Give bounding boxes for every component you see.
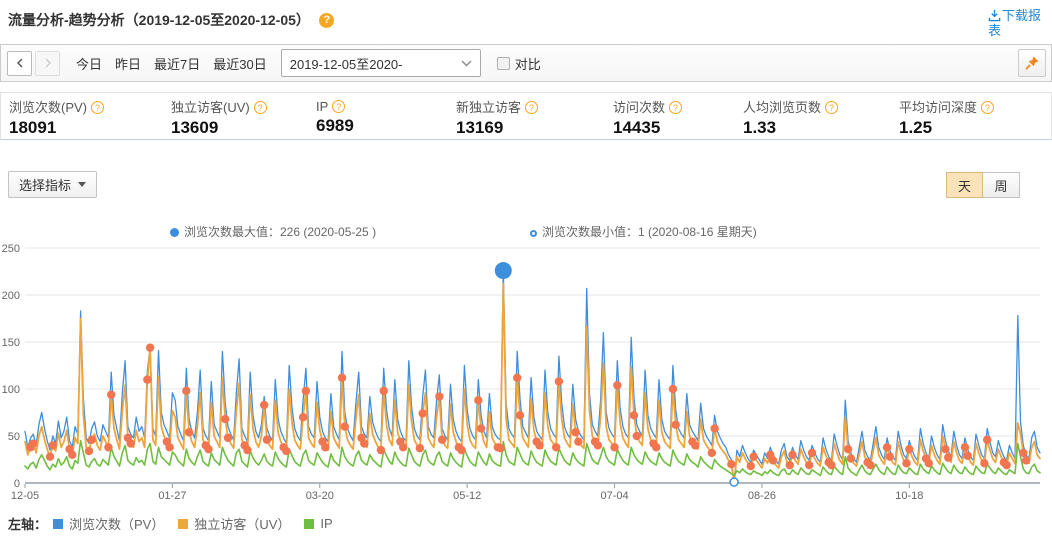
metric-visits: 访问次数? 14435 [613,95,743,138]
help-icon[interactable]: ? [981,100,995,114]
trend-chart-canvas[interactable]: 0 50 100 150 200 250 12-05 01-27 03-20 05-12 07-04… [0,238,1052,506]
max-point-icon [170,228,179,237]
toggle-day[interactable]: 天 [946,172,983,198]
metric-pv-label: 浏览次数(PV) [9,99,88,115]
metric-avg-depth: 平均访问深度? 1.25 [899,95,1049,138]
quick-range-7days[interactable]: 最近7日 [154,56,201,72]
pushpin-icon [1025,56,1039,70]
metric-visits-value: 14435 [613,117,661,137]
legend-label-pv[interactable]: 浏览次数（PV） [69,517,165,532]
metric-uv-label: 独立访客(UV) [171,99,250,115]
svg-text:12-05: 12-05 [11,490,39,502]
date-toolbar: 今日 昨日 最近7日 最近30日 2019-12-05至2020- 对比 [0,44,1052,82]
quick-range-yesterday[interactable]: 昨日 [115,56,142,72]
metric-pages-per-visitor-value: 1.33 [743,117,777,137]
min-point-icon [530,230,537,237]
metric-pages-per-visitor: 人均浏览页数? 1.33 [743,95,899,138]
trend-chart: 0 50 100 150 200 250 12-05 01-27 03-20 05-12 07-04… [0,238,1052,506]
granularity-toggle: 天 周 [946,172,1020,198]
min-annotation: 浏览次数最小值：1 (2020-08-16 星期天) [530,223,757,240]
metric-uv-value: 13609 [171,117,219,137]
page-title: 流量分析-趋势分析（2019-12-05至2020-12-05） [8,12,310,28]
svg-text:05-12: 05-12 [453,490,481,502]
caret-down-icon [78,182,87,187]
select-metrics-label: 选择指标 [19,178,72,193]
metric-ip: IP? 6989 [316,97,456,136]
left-axis-label: 左轴： [8,517,48,532]
select-metrics-button[interactable]: 选择指标 [8,171,98,198]
metric-avg-depth-label: 平均访问深度 [899,99,978,115]
metric-visits-label: 访问次数 [613,99,666,115]
chevron-left-icon [16,58,22,68]
metric-avg-depth-value: 1.25 [899,117,933,137]
download-report-link[interactable]: 下载报表 [988,8,1050,38]
chart-legend: 左轴： 浏览次数（PV） 独立访客（UV） IP [8,514,333,533]
metric-new-uv: 新独立访客? 13169 [456,95,613,138]
metric-pv: 浏览次数(PV)? 18091 [9,95,171,138]
max-annotation-text: 浏览次数最大值：226 (2020-05-25 ) [184,225,377,239]
legend-label-uv[interactable]: 独立访客（UV） [194,517,291,532]
help-icon[interactable]: ? [525,100,539,114]
compare-control: 对比 [496,54,541,73]
help-icon[interactable]: ? [669,100,683,114]
quick-range-today[interactable]: 今日 [76,56,103,72]
svg-text:100: 100 [2,384,20,396]
svg-text:08-26: 08-26 [748,490,776,502]
help-icon[interactable]: ? [825,100,839,114]
prev-range-button[interactable] [7,50,32,76]
chevron-right-icon [45,58,51,68]
pin-button[interactable] [1018,49,1046,77]
legend-swatch-pv [53,518,64,529]
legend-swatch-uv [178,518,189,529]
svg-text:07-04: 07-04 [600,490,628,502]
svg-text:150: 150 [2,337,20,349]
help-icon[interactable]: ? [91,100,105,114]
compare-checkbox[interactable] [496,56,510,70]
metrics-summary-bar: 浏览次数(PV)? 18091 独立访客(UV)? 13609 IP? 6989… [0,92,1052,140]
metric-uv: 独立访客(UV)? 13609 [171,95,316,138]
legend-label-ip[interactable]: IP [320,516,333,531]
svg-text:200: 200 [2,290,20,302]
metric-pages-per-visitor-label: 人均浏览页数 [743,99,822,115]
metric-new-uv-label: 新独立访客 [456,99,522,115]
download-icon [988,9,1001,22]
legend-swatch-ip [304,518,315,529]
next-range-button[interactable] [35,50,60,76]
max-annotation: 浏览次数最大值：226 (2020-05-25 ) [170,223,376,240]
metric-ip-value: 6989 [316,115,354,135]
title-row: 流量分析-趋势分析（2019-12-05至2020-12-05） ? [8,10,1052,36]
toggle-week[interactable]: 周 [983,172,1020,198]
metric-pv-value: 18091 [9,117,57,137]
chevron-down-icon [461,60,472,66]
svg-text:250: 250 [2,243,20,255]
svg-text:03-20: 03-20 [306,490,334,502]
metric-new-uv-value: 13169 [456,117,504,137]
quick-range-30days[interactable]: 最近30日 [213,56,267,72]
svg-text:10-18: 10-18 [895,490,923,502]
compare-label: 对比 [514,56,541,72]
help-icon[interactable]: ? [319,12,335,28]
svg-text:50: 50 [8,431,20,443]
metric-ip-label: IP [316,98,329,114]
svg-text:0: 0 [14,478,20,490]
date-range-value: 2019-12-05至2020- [289,56,403,72]
download-report-label: 下载报表 [988,8,1042,38]
help-icon[interactable]: ? [332,99,346,113]
min-annotation-text: 浏览次数最小值：1 (2020-08-16 星期天) [542,225,757,239]
svg-text:01-27: 01-27 [158,490,186,502]
help-icon[interactable]: ? [253,100,267,114]
date-range-select[interactable]: 2019-12-05至2020- [280,49,481,77]
